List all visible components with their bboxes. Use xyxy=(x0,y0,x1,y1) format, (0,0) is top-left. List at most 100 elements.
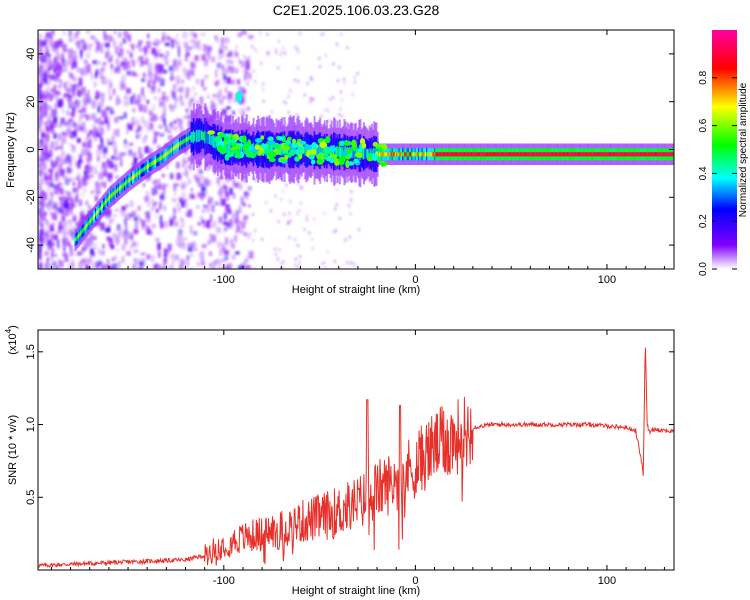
noise-cell xyxy=(55,140,59,146)
noise-cell xyxy=(59,158,64,164)
ridge-core xyxy=(400,152,403,157)
noise-cell xyxy=(39,264,43,269)
noise-cell xyxy=(186,72,191,80)
noise-cell xyxy=(164,220,168,228)
noise-cell xyxy=(299,201,302,205)
ridge-core xyxy=(536,152,539,157)
spectrogram-ylabel: Frequency (Hz) xyxy=(5,112,17,188)
noise-cell xyxy=(217,190,222,196)
noise-cell xyxy=(188,195,192,200)
noise-cell xyxy=(52,268,57,269)
noise-cell xyxy=(174,254,179,261)
noise-cell xyxy=(252,213,254,217)
noise-cell xyxy=(38,79,43,87)
ridge-core xyxy=(587,152,589,157)
noise-cell xyxy=(67,119,73,127)
noise-cell xyxy=(45,139,49,144)
noise-cell xyxy=(67,192,70,197)
ridge-core xyxy=(616,152,619,157)
ridge-core xyxy=(473,152,476,157)
ridge-core xyxy=(239,143,242,153)
ridge-core xyxy=(96,211,99,216)
noise-cell xyxy=(83,69,88,76)
noise-cell xyxy=(343,77,346,81)
ridge-core xyxy=(320,145,323,156)
noise-cell xyxy=(41,230,47,236)
noise-cell xyxy=(45,153,50,162)
noise-cell xyxy=(178,50,180,58)
noise-cell xyxy=(225,37,230,44)
noise-cell xyxy=(181,184,185,190)
noise-cell xyxy=(176,33,179,38)
noise-cell xyxy=(146,75,149,83)
noise-cell xyxy=(251,44,253,48)
noise-cell xyxy=(165,42,170,46)
noise-cell xyxy=(156,49,161,54)
noise-cell xyxy=(170,219,174,224)
noise-cell xyxy=(39,96,42,100)
ridge-core xyxy=(197,130,200,142)
noise-cell xyxy=(77,180,81,187)
noise-cell xyxy=(41,169,44,176)
noise-cell xyxy=(113,255,117,260)
snr-frame xyxy=(37,329,675,571)
noise-cell xyxy=(187,245,193,252)
ridge-core xyxy=(560,152,563,157)
ridge-core xyxy=(435,152,438,157)
noise-cell xyxy=(55,171,58,178)
noise-cell xyxy=(49,211,52,216)
ridge-core xyxy=(308,144,311,156)
noise-cell xyxy=(161,266,166,269)
ridge-core xyxy=(229,141,232,154)
noise-cell xyxy=(71,62,74,70)
noise-cell xyxy=(63,190,68,195)
noise-cell xyxy=(335,203,338,207)
noise-cell xyxy=(112,233,116,238)
ridge-core xyxy=(458,152,461,157)
noise-cell xyxy=(54,74,60,82)
noise-cell xyxy=(201,244,207,248)
ridge-core xyxy=(549,152,552,157)
ridge-core xyxy=(111,193,114,198)
noise-cell xyxy=(213,93,216,98)
noise-cell xyxy=(133,152,137,160)
ridge-core xyxy=(573,152,576,157)
ridge-core xyxy=(443,152,446,157)
noise-cell xyxy=(173,184,176,191)
noise-cell xyxy=(46,58,51,64)
ridge-core xyxy=(389,152,392,157)
ridge-core xyxy=(118,187,121,192)
noise-cell xyxy=(173,84,176,93)
noise-cell xyxy=(48,174,52,181)
noise-cell xyxy=(99,43,105,47)
noise-cell xyxy=(185,87,190,95)
noise-cell xyxy=(58,170,61,174)
noise-cell xyxy=(63,68,66,73)
ridge-core xyxy=(437,152,440,157)
noise-cell xyxy=(64,257,69,262)
ridge-core xyxy=(272,143,275,156)
noise-cell xyxy=(84,137,88,142)
noise-cell xyxy=(298,261,301,265)
noise-cell xyxy=(332,96,335,100)
noise-cell xyxy=(181,163,185,168)
noise-cell xyxy=(109,83,112,89)
noise-cell xyxy=(115,58,120,65)
noise-cell xyxy=(54,49,59,54)
noise-cell xyxy=(188,107,192,116)
noise-cell xyxy=(54,40,60,48)
noise-cell xyxy=(69,73,74,79)
noise-cell xyxy=(39,128,43,132)
noise-cell xyxy=(162,183,165,190)
noise-cell xyxy=(45,235,50,244)
noise-cell xyxy=(240,86,245,92)
noise-cell xyxy=(73,213,77,219)
noise-cell xyxy=(39,99,43,104)
noise-cell xyxy=(92,35,95,40)
noise-cell xyxy=(312,97,315,101)
noise-cell xyxy=(50,64,56,68)
ridge-blob xyxy=(380,161,388,167)
noise-cell xyxy=(45,32,50,37)
noise-cell xyxy=(38,49,43,57)
noise-cell xyxy=(46,132,50,138)
